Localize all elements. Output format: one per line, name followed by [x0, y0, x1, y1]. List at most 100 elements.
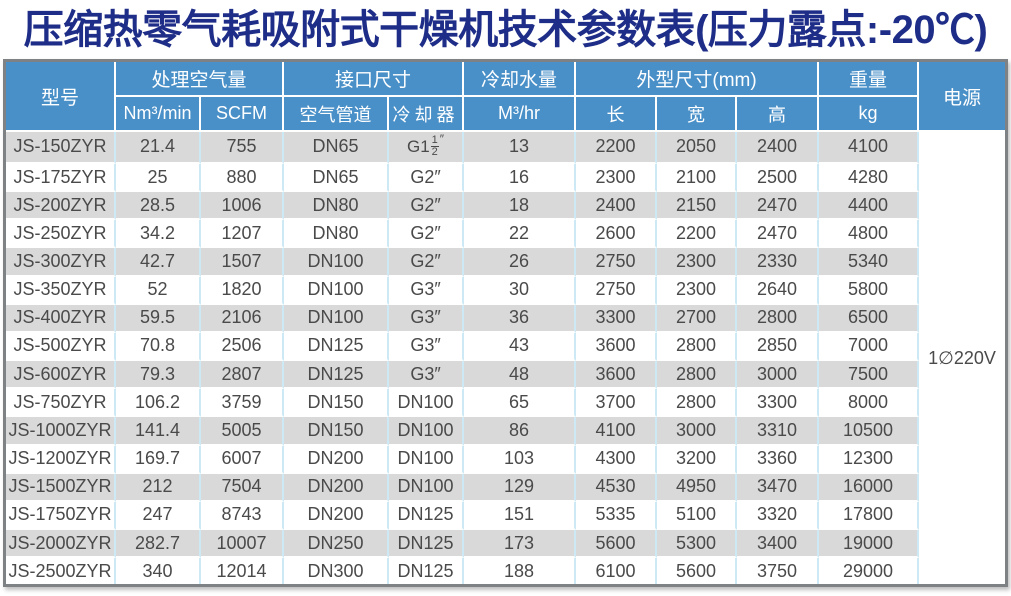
table-cell: 21.4	[116, 132, 201, 164]
table-cell: 3360	[737, 445, 820, 474]
table-cell: 2200	[657, 220, 738, 249]
table-cell: 2200	[576, 132, 658, 164]
table-cell: DN250	[284, 529, 390, 559]
table-cell: 2050	[657, 132, 738, 164]
table-cell: 755	[201, 132, 285, 164]
table-cell: 1820	[201, 276, 285, 305]
col-header-height: 高	[737, 97, 820, 132]
table-cell: 103	[464, 445, 577, 474]
table-row: JS-200ZYR 28.5 1006 DN80 G2″ 18 2400 2150 2470 44…	[6, 192, 1005, 221]
table-cell: G2″	[389, 248, 465, 277]
table-cell: JS-750ZYR	[6, 389, 116, 418]
table-cell: 5800	[819, 276, 920, 305]
table-cell: JS-2500ZYR	[6, 558, 116, 584]
table-cell: 7000	[819, 332, 920, 362]
table-cell: DN150	[284, 389, 390, 418]
col-header-kg: kg	[819, 97, 920, 132]
table-cell: 19000	[819, 529, 920, 559]
table-cell: 2807	[201, 361, 285, 390]
fraction-value: G1 1 2 ″	[406, 132, 445, 159]
table-cell: 880	[201, 163, 285, 193]
table-cell: JS-1750ZYR	[6, 501, 116, 530]
table-cell: G1 1 2 ″	[389, 132, 465, 164]
table-cell: 2600	[576, 220, 658, 249]
table-cell: 5300	[657, 529, 738, 559]
col-header-nm3min: Nm³/min	[116, 97, 201, 132]
table-cell: 2400	[737, 132, 820, 164]
table-cell: 65	[464, 389, 577, 418]
table-cell: 4400	[819, 192, 920, 221]
table-cell: G2″	[389, 220, 465, 249]
spec-table-container: 型号 处理空气量 接口尺寸 冷却水量 外型尺寸(mm) 重量 电源 Nm³/mi…	[3, 59, 1008, 587]
table-cell: G2″	[389, 163, 465, 193]
table-cell: JS-1000ZYR	[6, 417, 116, 446]
table-cell: 2330	[737, 248, 820, 277]
table-row: JS-1750ZYR 247 8743 DN200 DN125 151 5335 5100 33…	[6, 501, 1005, 530]
table-cell: 3470	[737, 473, 820, 502]
table-cell: DN125	[284, 332, 390, 362]
table-cell: 2640	[737, 276, 820, 305]
table-cell: 3320	[737, 501, 820, 530]
table-cell: DN125	[389, 501, 465, 530]
table-cell: 34.2	[116, 220, 201, 249]
table-cell: 2750	[576, 276, 658, 305]
table-cell: 12014	[201, 558, 285, 584]
table-cell: 6007	[201, 445, 285, 474]
table-row: JS-1000ZYR 141.4 5005 DN150 DN100 86 4100 3000 3…	[6, 417, 1005, 446]
table-cell: 4100	[576, 417, 658, 446]
table-cell: 3600	[576, 332, 658, 362]
table-cell: 247	[116, 501, 201, 530]
table-body: JS-150ZYR 21.4 755 DN65 G1 1 2 ″ 13 2200 2050 2400 4…	[6, 132, 1005, 584]
table-row: JS-2500ZYR 340 12014 DN300 DN125 188 6100 5600 3…	[6, 558, 1005, 584]
table-cell: 2400	[576, 192, 658, 221]
table-cell: DN125	[284, 361, 390, 390]
table-cell: 3600	[576, 361, 658, 390]
table-cell: 3300	[576, 304, 658, 333]
table-cell: DN200	[284, 501, 390, 530]
table-cell: 1207	[201, 220, 285, 249]
table-cell: 2500	[737, 163, 820, 193]
table-row: JS-175ZYR 25 880 DN65 G2″ 16 2300 2100 2500 4280	[6, 163, 1005, 193]
table-cell: G2″	[389, 192, 465, 221]
header-group-row: 型号 处理空气量 接口尺寸 冷却水量 外型尺寸(mm) 重量 电源	[6, 62, 1005, 132]
table-cell: 2100	[657, 163, 738, 193]
col-group-air-volume: 处理空气量	[116, 62, 285, 97]
table-cell: DN80	[284, 192, 390, 221]
table-header: 型号 处理空气量 接口尺寸 冷却水量 外型尺寸(mm) 重量 电源 Nm³/mi…	[6, 62, 1005, 132]
table-cell: 2850	[737, 332, 820, 362]
table-cell: 106.2	[116, 389, 201, 418]
table-cell: 151	[464, 501, 577, 530]
table-cell: 2300	[576, 163, 658, 193]
table-cell: 129	[464, 473, 577, 502]
table-cell: 5600	[576, 529, 658, 559]
table-cell: 2506	[201, 332, 285, 362]
table-cell: G3″	[389, 361, 465, 390]
table-row: JS-1200ZYR 169.7 6007 DN200 DN100 103 4300 3200…	[6, 445, 1005, 474]
spec-table: 型号 处理空气量 接口尺寸 冷却水量 外型尺寸(mm) 重量 电源 Nm³/mi…	[3, 59, 1008, 587]
table-cell: 7500	[819, 361, 920, 390]
table-cell: DN125	[389, 529, 465, 559]
col-group-cooling-water: 冷却水量	[464, 62, 577, 97]
table-cell: 7504	[201, 473, 285, 502]
table-cell: 36	[464, 304, 577, 333]
table-cell: 5340	[819, 248, 920, 277]
col-header-m3hr: M³/hr	[464, 97, 577, 132]
table-cell: 48	[464, 361, 577, 390]
table-cell: 6500	[819, 304, 920, 333]
page-title: 压缩热零气耗吸附式干燥机技术参数表(压力露点:-20℃)	[23, 8, 988, 52]
table-cell: 3400	[737, 529, 820, 559]
table-cell: 3310	[737, 417, 820, 446]
table-cell: DN100	[284, 276, 390, 305]
table-cell: 3759	[201, 389, 285, 418]
table-row: JS-150ZYR 21.4 755 DN65 G1 1 2 ″ 13 2200 2050 2400 4…	[6, 132, 1005, 584]
table-cell: 4280	[819, 163, 920, 193]
table-cell: JS-600ZYR	[6, 361, 116, 390]
table-cell: JS-1200ZYR	[6, 445, 116, 474]
table-cell: 3000	[657, 417, 738, 446]
table-cell: 70.8	[116, 332, 201, 362]
table-cell: 169.7	[116, 445, 201, 474]
table-row: JS-750ZYR 106.2 3759 DN150 DN100 65 3700 2800 33…	[6, 389, 1005, 418]
table-cell: JS-1500ZYR	[6, 473, 116, 502]
col-header-air-pipe: 空气管道	[284, 97, 390, 132]
table-cell: 26	[464, 248, 577, 277]
